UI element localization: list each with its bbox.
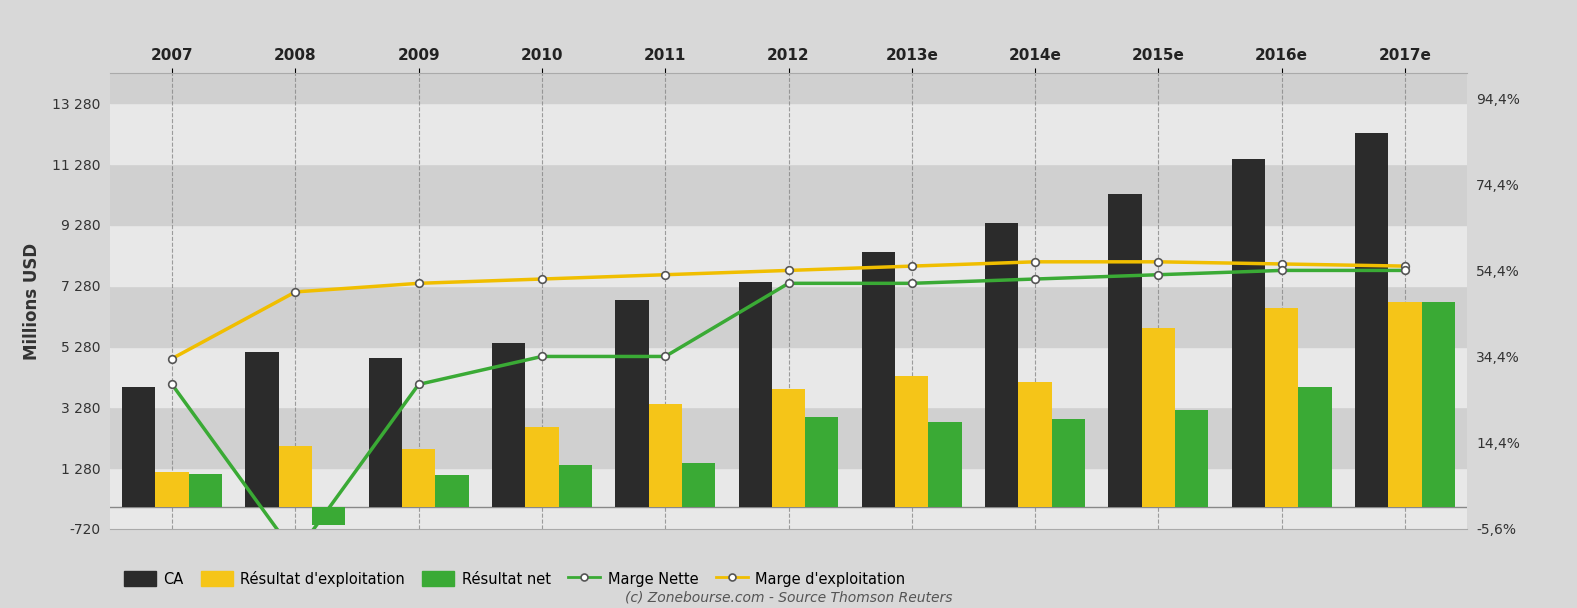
Marge Nette <box>1396 267 1415 274</box>
Bar <box>1355 133 1388 507</box>
Marge Nette <box>162 381 181 388</box>
Bar <box>1109 194 1142 507</box>
Marge d'exploitation <box>779 267 798 274</box>
Bar <box>1421 302 1456 507</box>
Marge Nette <box>285 551 304 558</box>
Line: Marge Nette: Marge Nette <box>169 266 1408 558</box>
Bar <box>369 358 402 507</box>
Bar <box>863 252 896 507</box>
Bar <box>806 417 839 507</box>
Marge d'exploitation <box>408 280 427 287</box>
Bar <box>189 474 222 507</box>
Legend: CA, Résultat d'exploitation, Résultat net, Marge Nette, Marge d'exploitation: CA, Résultat d'exploitation, Résultat ne… <box>118 565 912 592</box>
Bar <box>110 73 1467 103</box>
Bar <box>929 422 962 507</box>
Bar <box>492 343 525 507</box>
Marge Nette <box>408 381 427 388</box>
Marge d'exploitation <box>1150 258 1169 266</box>
Marge Nette <box>1273 267 1292 274</box>
Text: (c) Zonebourse.com - Source Thomson Reuters: (c) Zonebourse.com - Source Thomson Reut… <box>624 591 953 605</box>
Bar <box>110 164 1467 225</box>
Bar <box>525 427 558 507</box>
Marge d'exploitation <box>162 355 181 362</box>
Bar <box>681 463 714 507</box>
Bar <box>1175 410 1208 507</box>
Bar <box>156 472 189 507</box>
Bar <box>110 286 1467 347</box>
Marge d'exploitation <box>1396 263 1415 270</box>
Bar <box>121 387 156 507</box>
Bar <box>1232 159 1265 507</box>
Bar <box>1388 302 1421 507</box>
Marge Nette <box>902 280 921 287</box>
Bar <box>110 407 1467 468</box>
Marge d'exploitation <box>1273 260 1292 268</box>
Marge d'exploitation <box>533 275 552 283</box>
Marge Nette <box>656 353 675 360</box>
Bar <box>246 352 279 507</box>
Line: Marge d'exploitation: Marge d'exploitation <box>169 258 1408 362</box>
Bar <box>615 300 648 507</box>
Bar <box>110 468 1467 529</box>
Bar <box>1142 328 1175 507</box>
Bar <box>110 347 1467 407</box>
Bar <box>896 376 929 507</box>
Bar <box>738 282 771 507</box>
Bar <box>1298 387 1331 507</box>
Marge Nette <box>1025 275 1044 283</box>
Bar <box>558 465 591 507</box>
Marge Nette <box>779 280 798 287</box>
Bar <box>771 389 806 507</box>
Bar <box>1019 382 1052 507</box>
Marge d'exploitation <box>285 288 304 295</box>
Bar <box>312 507 345 525</box>
Marge d'exploitation <box>1025 258 1044 266</box>
Marge Nette <box>1150 271 1169 278</box>
Bar <box>1052 419 1085 507</box>
Y-axis label: Millions USD: Millions USD <box>24 243 41 359</box>
Marge d'exploitation <box>902 263 921 270</box>
Bar <box>402 449 435 507</box>
Bar <box>110 103 1467 164</box>
Bar <box>986 223 1019 507</box>
Bar <box>110 225 1467 286</box>
Marge d'exploitation <box>656 271 675 278</box>
Bar <box>648 404 681 507</box>
Marge Nette <box>533 353 552 360</box>
Bar <box>1265 308 1298 507</box>
Bar <box>435 475 468 507</box>
Bar <box>279 446 312 507</box>
